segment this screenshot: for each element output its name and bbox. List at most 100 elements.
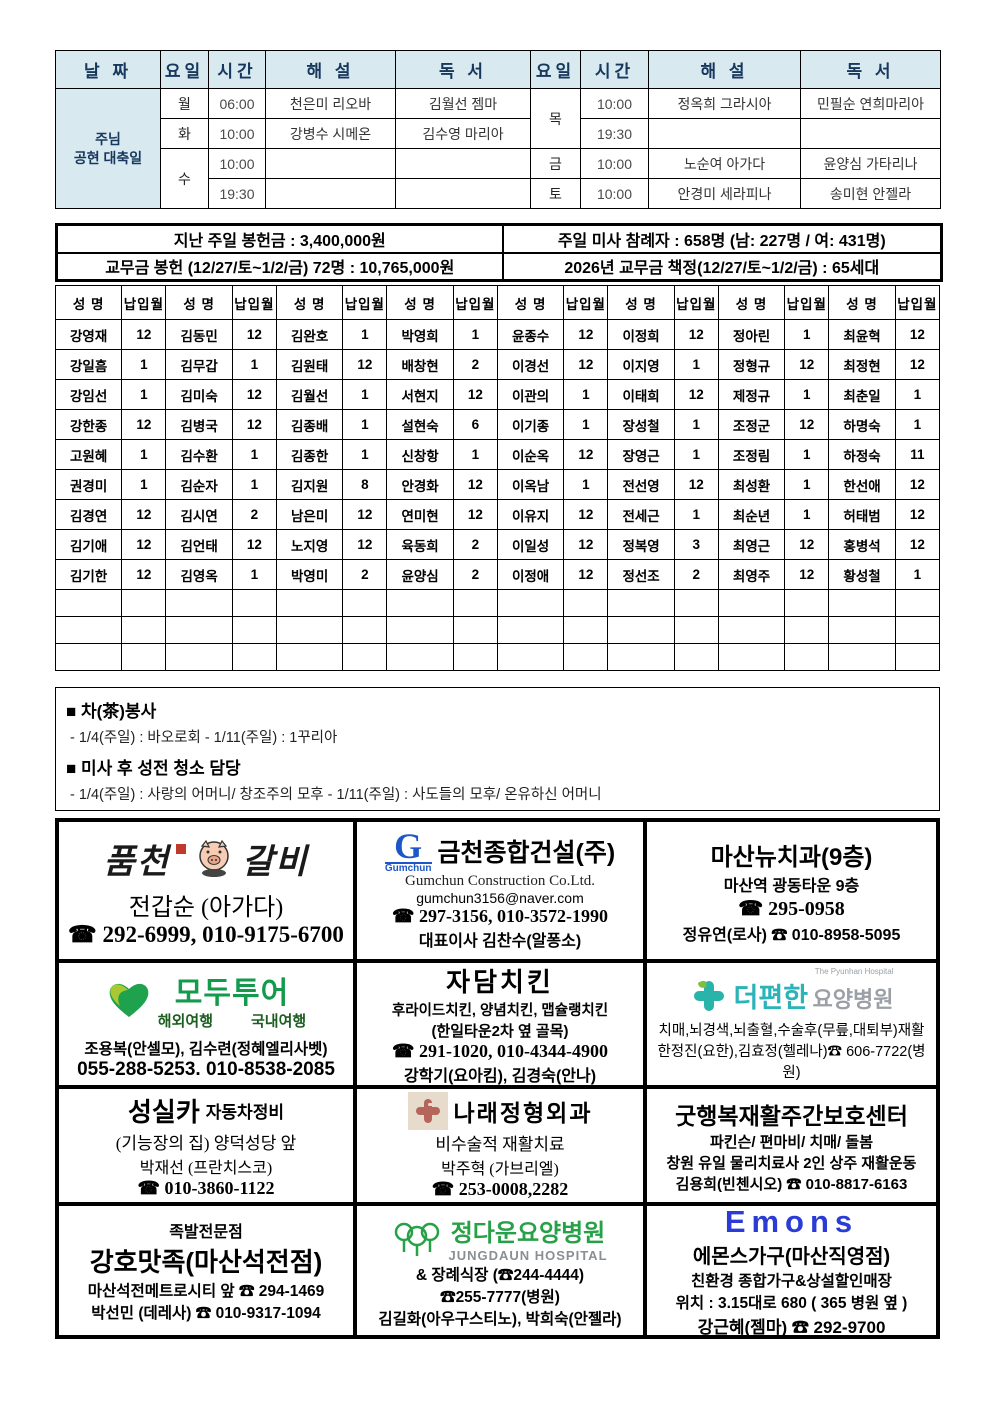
modetour-logo-text: 모두투어	[174, 976, 290, 1010]
commentator-cell: 노순여 아가다	[648, 148, 801, 179]
paid-month-cell: 2	[231, 499, 277, 530]
member-name-cell: 장영근	[607, 439, 675, 470]
dues-offering: 교무금 봉헌 (12/27/토~1/2/금) 72명 : 10,765,000원	[55, 251, 504, 282]
shop-title: 강호맛족(마산석전점)	[89, 1247, 323, 1277]
location-line: (기능장의 집) 양덕성당 앞	[115, 1134, 297, 1153]
member-name-cell: 하명숙	[828, 409, 896, 440]
ad-pyunhan-hospital: The Pyunhan Hospital 더편한 요양병원 치매,뇌경색,뇌출혈…	[645, 961, 938, 1087]
tea-service-title: ■ 차(茶)봉사	[66, 702, 157, 721]
contact-name: 강근혜(젬마) ☎ 292-9700	[697, 1317, 886, 1337]
paid-month-cell: 12	[784, 409, 830, 440]
services-line: 파킨슨/ 편마비/ 치매/ 돌봄	[709, 1134, 873, 1151]
member-name-cell: 김언태	[165, 529, 233, 560]
cleaning-title: ■ 미사 후 성전 청소 담당	[66, 759, 241, 778]
member-name-cell: 정아린	[717, 319, 786, 350]
paid-month-cell: 12	[121, 529, 167, 560]
name-column-header: 성 명	[607, 285, 675, 320]
day-cell: 목	[530, 88, 581, 149]
member-name-cell: 김원태	[275, 349, 344, 380]
col-header-commentator: 해 설	[648, 50, 801, 89]
paid-month-cell: 12	[121, 559, 167, 590]
day-cell: 수	[160, 148, 209, 209]
clinic-title: 마산뉴치과(9층)	[710, 843, 873, 871]
shop-title: 성실카	[128, 1098, 200, 1127]
paid-month-cell: 12	[452, 469, 498, 500]
dues-pledge: 2026년 교무금 책정(12/27/토~1/2/금) : 65세대	[501, 251, 943, 282]
member-name-cell: 연미현	[386, 499, 454, 530]
ad-sungsil-car: 성실카 자동차정비 (기능장의 집) 양덕성당 앞 박재선 (프란치스코) ☎ …	[57, 1087, 355, 1204]
paid-month-cell: 12	[231, 319, 277, 350]
gumchun-logo-icon: G Gumchun	[384, 825, 432, 875]
contact-name: 박주혁 (가브리엘)	[441, 1160, 559, 1178]
col-header-date: 날 짜	[55, 50, 161, 89]
paid-month-cell: 1	[894, 379, 941, 410]
member-name-cell: 노지영	[275, 529, 344, 560]
day-cell: 화	[160, 118, 209, 149]
time-cell: 19:30	[208, 178, 266, 209]
shop-title: 에몬스가구(마산직영점)	[692, 1245, 891, 1268]
contact-name: 박재선 (프란치스코)	[139, 1160, 273, 1177]
table-row: 김경연 12 김시연 2 남은미 12 연미현 12 이유지 12 전세근 1 최순년 1 허태범 12	[54, 499, 941, 530]
paid-month-cell: 2	[342, 559, 388, 590]
hospital-english-name: JUNGDAUN HOSPITAL	[448, 1247, 608, 1263]
empty-table-row	[54, 589, 941, 617]
paid-month-cell: 1	[342, 319, 388, 350]
member-name-cell: 윤양심	[386, 559, 454, 590]
member-name-cell: 최영주	[717, 559, 786, 590]
tea-service-line: - 1/4(주일) : 바오로회 - 1/11(주일) : 1꾸리아	[70, 730, 338, 746]
commentator-cell	[265, 178, 396, 209]
time-cell: 10:00	[580, 148, 649, 179]
member-name-cell: 김기한	[54, 559, 123, 590]
reader-cell	[395, 178, 531, 209]
paid-month-cell: 12	[563, 559, 609, 590]
day-cell: 월	[160, 88, 209, 119]
member-name-cell: 이순옥	[496, 439, 565, 470]
paid-month-cell: 1	[121, 349, 167, 380]
phone-number: ☎ 010-3860-1122	[137, 1178, 275, 1198]
mass-schedule-table: 날 짜 요일 시간 해 설 독 서 요일 시간 해 설 독 서 주님 공현 대축…	[55, 50, 941, 209]
paid-month-cell: 2	[452, 559, 498, 590]
schedule-header-row: 날 짜 요일 시간 해 설 독 서 요일 시간 해 설 독 서	[55, 50, 941, 89]
ad-galbi: 품천 갈비 전갑순 (아가다) ☎ 292-6999, 010-9175-670…	[57, 820, 355, 961]
ad-gumchun-construction: G Gumchun 금천종합건설(주) Gumchun Construction…	[355, 820, 645, 961]
table-row: 주님 공현 대축일 월 06:00 천은미 리오바 김월선 젬마 목 10:00…	[55, 88, 941, 209]
day-cell: 토	[530, 178, 581, 209]
contact-name: 조용복(안셀모), 김수련(정혜엘리사벳)	[84, 1040, 328, 1058]
name-column-header: 성 명	[386, 285, 454, 320]
col-header-commentator: 해 설	[265, 50, 396, 89]
reader-cell: 민필순 연희마리아	[800, 88, 941, 119]
member-name-cell: 김지원	[275, 469, 344, 500]
member-name-cell: 김경연	[54, 499, 123, 530]
paid-month-cell: 12	[452, 499, 498, 530]
name-column-header: 성 명	[717, 285, 786, 320]
paid-month-cell: 2	[673, 559, 719, 590]
center-title: 굿행복재활주간보호센터	[675, 1103, 908, 1129]
time-cell: 10:00	[208, 118, 266, 149]
paid-month-cell: 1	[342, 379, 388, 410]
member-name-cell: 권경미	[54, 469, 123, 500]
member-name-cell: 김동민	[165, 319, 233, 350]
ad-modetour: 모두투어 해외여행 국내여행 조용복(안셀모), 김수련(정혜엘리사벳) 055…	[57, 961, 355, 1087]
location-line: 위치 : 3.15대로 680 ( 365 병원 옆 )	[675, 1294, 908, 1312]
galbi-logo-text: 품천	[103, 843, 170, 881]
paid-month-cell: 1	[563, 409, 609, 440]
paid-month-cell: 1	[673, 349, 719, 380]
paid-month-cell: 12	[121, 319, 167, 350]
paid-month-cell: 12	[563, 349, 609, 380]
member-name-cell: 김순자	[165, 469, 233, 500]
paid-month-cell: 12	[784, 529, 830, 560]
hospital-logo-suffix: 요양병원	[812, 986, 894, 1012]
paid-month-cell: 1	[784, 379, 830, 410]
paid-month-cell: 1	[563, 469, 609, 500]
commentator-cell: 정옥희 그라시아	[648, 88, 801, 119]
ad-emons-furniture: Emons 에몬스가구(마산직영점) 친환경 종합가구&상설할인매장 위치 : …	[645, 1204, 938, 1337]
reader-cell	[800, 118, 941, 149]
table-row: 강한종 12 김병국 12 김종배 1 설현숙 6 이기종 1 장성철 1 조정군 12 하명숙 1	[54, 409, 941, 440]
member-name-cell: 하정숙	[828, 439, 896, 470]
mass-attendance: 주일 미사 참례자 : 658명 (남: 227명 / 여: 431명)	[501, 223, 943, 254]
last-sunday-offering: 지난 주일 봉헌금 : 3,400,000원	[55, 223, 504, 254]
col-header-day: 요일	[530, 50, 581, 89]
paid-month-cell: 12	[231, 409, 277, 440]
paid-month-cell: 1	[894, 409, 941, 440]
member-name-cell: 이관의	[496, 379, 565, 410]
